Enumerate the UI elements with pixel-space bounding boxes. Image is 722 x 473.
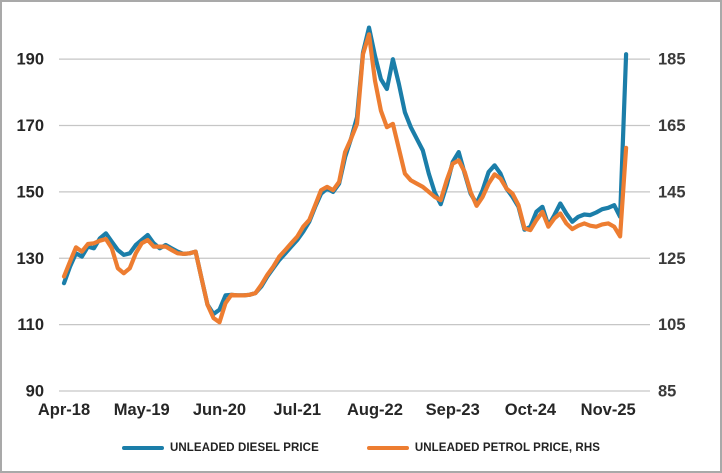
petrol-line-swatch — [366, 446, 409, 450]
y-left-tick-110: 110 — [17, 316, 44, 334]
petrol-line-series — [61, 32, 629, 325]
x-tick-May-19: May-19 — [114, 401, 170, 419]
x-tick-Nov-25: Nov-25 — [581, 401, 636, 419]
x-tick-Apr-18: Apr-18 — [38, 401, 90, 419]
y-left-tick-130: 130 — [16, 250, 44, 268]
diesel-line-series — [61, 25, 629, 317]
y-right-tick-165: 165 — [658, 117, 686, 135]
y-right-tick-105: 105 — [658, 316, 686, 334]
x-tick-Jun-20: Jun-20 — [193, 401, 246, 419]
y-right-tick-125: 125 — [658, 250, 686, 268]
y-right-tick-185: 185 — [658, 51, 686, 69]
x-tick-Sep-23: Sep-23 — [426, 401, 480, 419]
y-left-tick-150: 150 — [16, 183, 44, 201]
diesel-line-swatch — [122, 446, 164, 450]
legend-item-petrol: UNLEADED PETROL PRICE, RHS — [366, 442, 600, 454]
y-left-tick-90: 90 — [26, 383, 44, 401]
y-left-tick-170: 170 — [16, 117, 44, 135]
legend-label-diesel: UNLEADED DIESEL PRICE — [170, 442, 319, 454]
x-tick-Aug-22: Aug-22 — [347, 401, 403, 419]
x-tick-Oct-24: Oct-24 — [505, 401, 557, 419]
x-tick-Jul-21: Jul-21 — [273, 401, 321, 419]
y-right-tick-145: 145 — [658, 183, 686, 201]
legend-label-petrol: UNLEADED PETROL PRICE, RHS — [414, 442, 600, 454]
legend: UNLEADED DIESEL PRICE UNLEADED PETROL PR… — [2, 442, 720, 454]
y-left-tick-190: 190 — [16, 51, 44, 69]
y-right-tick-85: 85 — [658, 383, 676, 401]
legend-item-diesel: UNLEADED DIESEL PRICE — [122, 442, 319, 454]
